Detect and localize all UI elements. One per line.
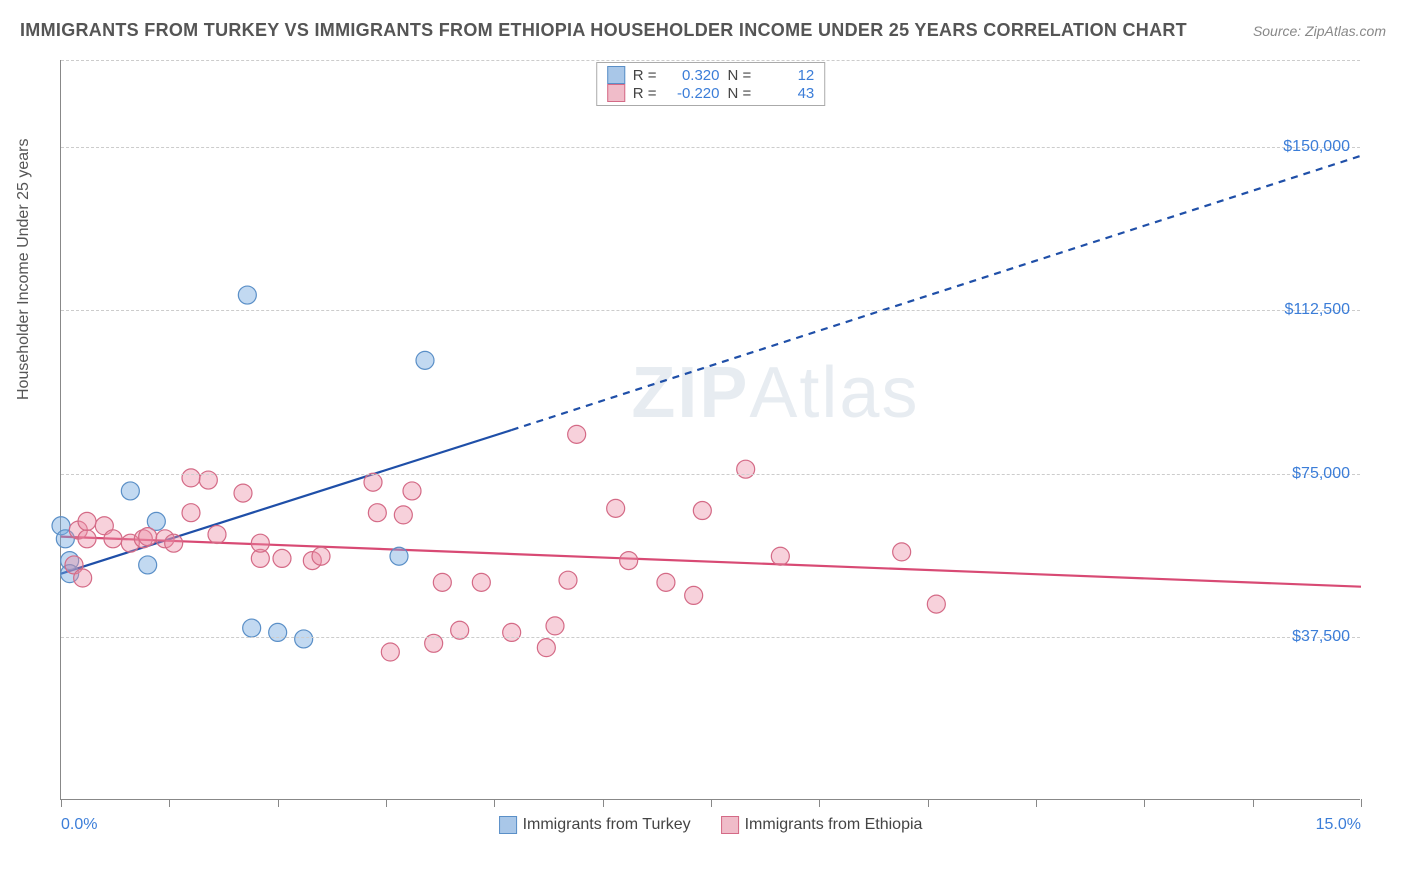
- source-label: Source: ZipAtlas.com: [1253, 23, 1386, 39]
- r-value-turkey: 0.320: [665, 67, 720, 84]
- stats-row-ethiopia: R = -0.220 N = 43: [607, 84, 815, 102]
- x-tick: [1361, 799, 1362, 807]
- point-turkey: [390, 547, 408, 565]
- point-ethiopia: [368, 504, 386, 522]
- point-ethiopia: [737, 460, 755, 478]
- gridline-h: [61, 147, 1360, 148]
- point-ethiopia: [251, 534, 269, 552]
- legend-item-turkey: Immigrants from Turkey: [499, 816, 691, 834]
- r-value-ethiopia: -0.220: [665, 85, 720, 102]
- n-value-turkey: 12: [759, 67, 814, 84]
- point-ethiopia: [78, 530, 96, 548]
- point-ethiopia: [312, 547, 330, 565]
- y-axis-label: Householder Income Under 25 years: [15, 139, 33, 400]
- stats-row-turkey: R = 0.320 N = 12: [607, 66, 815, 84]
- point-ethiopia: [273, 549, 291, 567]
- legend-label-ethiopia: Immigrants from Ethiopia: [745, 816, 923, 834]
- y-tick-label: $112,500: [1284, 301, 1350, 319]
- legend-swatch-ethiopia: [721, 816, 739, 834]
- x-tick: [494, 799, 495, 807]
- n-prefix: N =: [728, 85, 752, 102]
- gridline-h: [61, 637, 1360, 638]
- y-tick-label: $37,500: [1292, 628, 1350, 646]
- n-prefix: N =: [728, 67, 752, 84]
- point-ethiopia: [693, 502, 711, 520]
- point-ethiopia: [74, 569, 92, 587]
- y-tick-label: $150,000: [1283, 138, 1350, 156]
- r-prefix: R =: [633, 67, 657, 84]
- point-turkey: [243, 619, 261, 637]
- x-tick: [61, 799, 62, 807]
- point-ethiopia: [771, 547, 789, 565]
- x-tick: [711, 799, 712, 807]
- point-ethiopia: [165, 534, 183, 552]
- legend-label-turkey: Immigrants from Turkey: [523, 816, 691, 834]
- point-turkey: [121, 482, 139, 500]
- point-ethiopia: [104, 530, 122, 548]
- point-ethiopia: [472, 573, 490, 591]
- legend-swatch-turkey: [499, 816, 517, 834]
- point-ethiopia: [927, 595, 945, 613]
- plot-area: ZIPAtlas R =0.320N =12R =-0.220N =43 Imm…: [60, 60, 1360, 800]
- x-tick: [1144, 799, 1145, 807]
- point-ethiopia: [568, 425, 586, 443]
- r-prefix: R =: [633, 85, 657, 102]
- bottom-legend: Immigrants from Turkey Immigrants from Et…: [499, 816, 923, 834]
- point-turkey: [269, 623, 287, 641]
- x-tick: [928, 799, 929, 807]
- n-value-ethiopia: 43: [759, 85, 814, 102]
- x-tick: [169, 799, 170, 807]
- point-ethiopia: [537, 639, 555, 657]
- point-ethiopia: [685, 586, 703, 604]
- x-tick: [278, 799, 279, 807]
- point-turkey: [139, 556, 157, 574]
- point-ethiopia: [893, 543, 911, 561]
- point-ethiopia: [78, 512, 96, 530]
- legend-item-ethiopia: Immigrants from Ethiopia: [721, 816, 923, 834]
- x-tick: [1253, 799, 1254, 807]
- point-turkey: [295, 630, 313, 648]
- swatch-ethiopia: [607, 84, 625, 102]
- point-ethiopia: [620, 552, 638, 570]
- point-turkey: [238, 286, 256, 304]
- point-ethiopia: [364, 473, 382, 491]
- gridline-h: [61, 60, 1360, 61]
- x-tick: [386, 799, 387, 807]
- point-ethiopia: [208, 525, 226, 543]
- stats-legend-box: R = 0.320 N = 12 R = -0.220 N = 43: [596, 62, 826, 106]
- point-ethiopia: [403, 482, 421, 500]
- trendline-dashed-turkey: [512, 156, 1361, 430]
- point-ethiopia: [559, 571, 577, 589]
- chart-title: IMMIGRANTS FROM TURKEY VS IMMIGRANTS FRO…: [20, 20, 1187, 41]
- point-turkey: [416, 351, 434, 369]
- y-tick-label: $75,000: [1292, 465, 1350, 483]
- gridline-h: [61, 474, 1360, 475]
- x-tick: [1036, 799, 1037, 807]
- x-tick-label: 0.0%: [61, 816, 97, 834]
- point-ethiopia: [433, 573, 451, 591]
- point-ethiopia: [546, 617, 564, 635]
- gridline-h: [61, 310, 1360, 311]
- x-tick: [819, 799, 820, 807]
- point-ethiopia: [182, 469, 200, 487]
- point-ethiopia: [182, 504, 200, 522]
- x-tick-label: 15.0%: [1316, 816, 1361, 834]
- point-ethiopia: [139, 528, 157, 546]
- point-ethiopia: [607, 499, 625, 517]
- point-ethiopia: [657, 573, 675, 591]
- point-ethiopia: [394, 506, 412, 524]
- scatter-svg: [61, 60, 1361, 800]
- swatch-turkey: [607, 66, 625, 84]
- point-ethiopia: [234, 484, 252, 502]
- x-tick: [603, 799, 604, 807]
- point-ethiopia: [381, 643, 399, 661]
- point-ethiopia: [503, 623, 521, 641]
